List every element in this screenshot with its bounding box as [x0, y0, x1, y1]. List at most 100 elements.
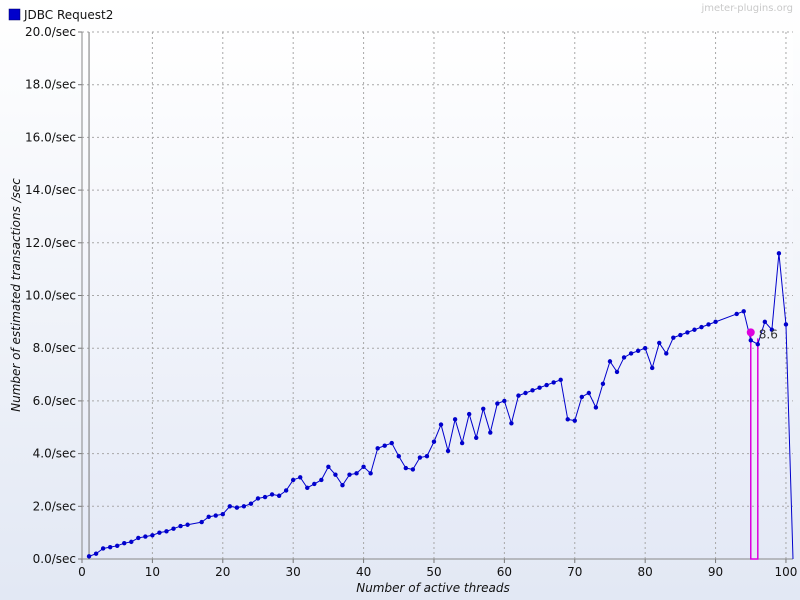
x-tick-label: 80 — [638, 565, 653, 579]
data-point — [150, 533, 155, 538]
data-point — [227, 504, 233, 509]
x-tick-label: 40 — [356, 565, 371, 579]
y-axis-title: Number of estimated transactions /sec — [9, 178, 23, 412]
data-point — [445, 448, 451, 454]
series-jdbc-request2 — [86, 251, 794, 560]
x-tick-label: 50 — [426, 565, 441, 579]
data-point — [199, 519, 204, 525]
data-point — [368, 471, 373, 476]
data-point — [699, 324, 704, 330]
annotations: 8.6 — [746, 327, 778, 341]
x-tick-label: 90 — [708, 565, 723, 579]
data-point — [748, 338, 753, 343]
data-point — [537, 385, 542, 390]
data-point — [474, 435, 479, 440]
data-point — [671, 335, 676, 340]
data-point — [100, 546, 106, 551]
data-point — [185, 522, 190, 527]
y-tick-label: 2.0/sec — [33, 499, 76, 513]
data-point — [283, 488, 289, 493]
data-point — [481, 406, 486, 412]
x-axis-title: Number of active threads — [356, 581, 510, 595]
x-tick-label: 30 — [286, 565, 301, 579]
data-point — [614, 369, 620, 375]
data-point — [558, 377, 563, 383]
highlight-label: 8.6 — [759, 327, 778, 341]
data-point — [692, 327, 697, 332]
data-point — [206, 514, 211, 520]
y-tick-label: 0.0/sec — [33, 552, 76, 566]
data-point — [382, 443, 387, 448]
x-tick-label: 60 — [497, 565, 512, 579]
data-point — [375, 446, 380, 451]
data-point — [600, 381, 606, 386]
data-point — [657, 340, 662, 346]
grid — [82, 31, 793, 559]
data-point — [452, 417, 458, 422]
data-point — [635, 348, 641, 354]
data-point — [741, 309, 746, 314]
data-point — [86, 554, 92, 559]
y-tick-label: 20.0/sec — [25, 25, 76, 39]
x-tick-label: 20 — [215, 565, 230, 579]
data-point — [255, 496, 261, 501]
data-point — [530, 388, 535, 393]
data-point — [347, 472, 352, 477]
data-point — [706, 322, 711, 327]
data-point — [143, 534, 148, 539]
data-point — [333, 472, 338, 477]
legend-swatch — [8, 8, 21, 21]
data-point — [502, 398, 507, 404]
data-point — [544, 382, 549, 388]
y-tick-label: 18.0/sec — [25, 78, 76, 92]
highlight-point — [746, 328, 755, 337]
y-tick-label: 4.0/sec — [33, 447, 76, 461]
data-point — [389, 440, 394, 446]
data-point — [403, 465, 409, 471]
data-point — [319, 477, 324, 483]
data-point — [220, 512, 225, 517]
data-point — [459, 440, 465, 446]
data-point — [354, 471, 359, 476]
data-point — [466, 411, 472, 417]
x-tick-label: 10 — [145, 565, 160, 579]
data-point — [488, 430, 493, 435]
data-point — [262, 494, 268, 500]
data-point — [136, 535, 141, 541]
data-point — [326, 464, 331, 469]
data-point — [762, 319, 768, 325]
y-tick-label: 12.0/sec — [25, 236, 76, 250]
tick-labels: 0 10 20 30 40 50 60 70 80 90 100 0.0/sec 2.0/sec 4.0/… — [25, 25, 797, 579]
y-tick-label: 16.0/sec — [25, 130, 76, 144]
data-point — [523, 390, 528, 396]
data-point — [129, 539, 134, 545]
data-point — [685, 330, 690, 335]
legend-label: JDBC Request2 — [23, 8, 113, 22]
data-point — [438, 422, 444, 427]
data-point — [621, 355, 627, 360]
x-tick-label: 100 — [775, 565, 798, 579]
data-point — [628, 351, 634, 356]
data-point — [734, 311, 739, 317]
data-point — [114, 543, 120, 549]
watermark: jmeter-plugins.org — [700, 3, 793, 14]
data-point — [572, 418, 577, 423]
data-point — [593, 405, 599, 410]
data-point — [107, 544, 113, 550]
data-point — [122, 540, 127, 546]
data-point — [171, 526, 176, 531]
data-point — [424, 454, 430, 459]
y-tick-label: 6.0/sec — [33, 394, 76, 408]
data-point — [234, 505, 240, 510]
highlight-drop-line — [750, 332, 759, 560]
data-point — [783, 322, 789, 327]
data-point — [516, 393, 521, 398]
data-point — [586, 390, 592, 396]
data-point — [298, 475, 303, 480]
data-point — [755, 342, 761, 347]
y-tick-label: 14.0/sec — [25, 183, 76, 197]
data-point — [495, 401, 500, 406]
data-point — [248, 501, 254, 506]
data-point — [340, 483, 345, 488]
